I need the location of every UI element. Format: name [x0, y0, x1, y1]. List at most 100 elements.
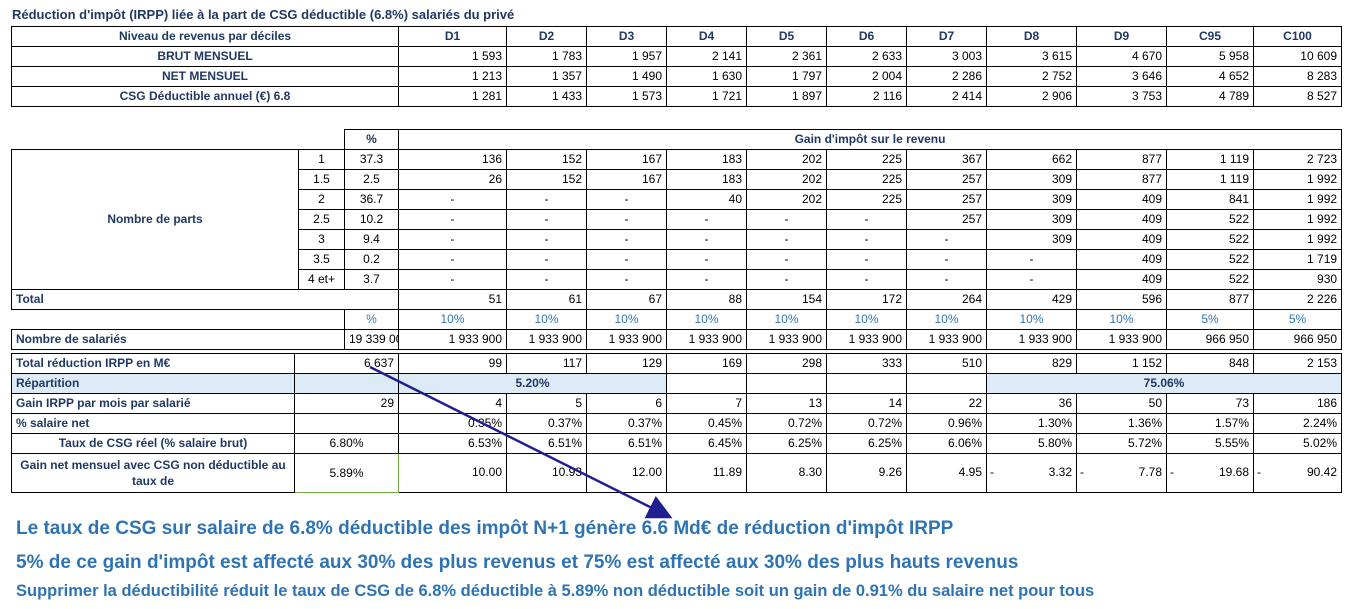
gain-cell: -	[398, 189, 507, 210]
table-row: CSG Déductible annuel (€) 6.8 1 281 1 433 1…	[11, 86, 1342, 107]
value-cell: 2 004	[826, 66, 907, 87]
total-cell: 172	[826, 289, 907, 310]
total-cell: 596	[1076, 289, 1167, 310]
gain-cell: 225	[826, 149, 907, 170]
table-row: 4 et+ 3.7- - - - - - - -409 522 930	[12, 269, 1343, 290]
value-cell: 1 630	[666, 66, 747, 87]
pct-cell: 10%	[398, 309, 507, 330]
parts-pct-cell: 36.7	[344, 189, 399, 210]
total-cell: 51	[398, 289, 507, 310]
gain-mois-cell: 6	[586, 393, 667, 414]
gain-mois-cell: 22	[906, 393, 987, 414]
gain-cell: -	[746, 269, 827, 290]
column-header: D2	[506, 26, 587, 47]
gain-mois-cell: 50	[1076, 393, 1167, 414]
gain-net-cell: - 90.42	[1253, 453, 1342, 493]
value-cell: 3 003	[906, 46, 987, 67]
repartition-high: 75.06%	[986, 373, 1342, 394]
gain-net-value: 10.00	[471, 465, 502, 479]
reduction-cell: 117	[506, 353, 587, 374]
gain-cell: 167	[586, 169, 667, 190]
gain-cell: -	[826, 209, 907, 230]
pct-cell: 10%	[746, 309, 827, 330]
gain-cell: 183	[666, 149, 747, 170]
taux-cell: 5.72%	[1076, 433, 1167, 454]
reduction-cell: 2 153	[1253, 353, 1342, 374]
taux-cell: 6.25%	[746, 433, 827, 454]
value-cell: 8 283	[1253, 66, 1342, 87]
value-cell: 1 721	[666, 86, 747, 107]
gain-cell: 409	[1076, 189, 1167, 210]
taux-cell: 6.53%	[398, 433, 507, 454]
gain-cell: 309	[986, 189, 1077, 210]
pct-net-cell: 0.45%	[666, 413, 747, 434]
gain-net-cell: 12.00	[586, 453, 667, 493]
pct-cell: 10%	[1076, 309, 1167, 330]
pct-net-cell: 0.37%	[586, 413, 667, 434]
value-cell: 1 490	[586, 66, 667, 87]
gain-cell: -	[506, 269, 587, 290]
pct-cell: 10%	[826, 309, 907, 330]
table-row: 1.5 2.5 26 152 167 183 202 225 257 309 877 1 119 1 9…	[12, 169, 1343, 190]
column-header: D9	[1076, 26, 1167, 47]
pct-cell: 10%	[906, 309, 987, 330]
pct-cell: 5%	[1252, 309, 1343, 330]
reduction-cell: 169	[666, 353, 747, 374]
total-cell: 429	[986, 289, 1077, 310]
gain-cell: 522	[1166, 229, 1254, 250]
taux-cell: 6.51%	[586, 433, 667, 454]
gain-net-value: 4.95	[958, 465, 982, 479]
nb-salaries-label: Nombre de salariés	[11, 329, 345, 350]
gain-cell: 1 992	[1252, 229, 1343, 250]
pct-cell: 5%	[1166, 309, 1254, 330]
reduction-cell: 510	[906, 353, 987, 374]
nb-salaries-cell: 1 933 900	[586, 329, 667, 350]
pct-header: %	[344, 309, 399, 330]
pct-net-cell: 0.72%	[746, 413, 827, 434]
gain-cell: 1 719	[1252, 249, 1343, 270]
pct-net-label: % salaire net	[11, 413, 295, 434]
column-header: D3	[586, 26, 667, 47]
total-cell: 67	[586, 289, 667, 310]
parts-table: % Gain d'impôt sur le revenu Nombre de p…	[11, 129, 1343, 350]
total-reduction-total: 6 637	[294, 353, 399, 374]
gain-net-cell: 4.95	[906, 453, 987, 493]
value-cell: 1 573	[586, 86, 667, 107]
total-cell: 877	[1166, 289, 1254, 310]
gain-net-value: 9.26	[878, 465, 902, 479]
taux-cell: 5.55%	[1166, 433, 1254, 454]
reduction-cell: 129	[586, 353, 667, 374]
row-label: CSG Déductible annuel (€) 6.8	[11, 86, 399, 107]
gain-cell: 1 992	[1252, 189, 1343, 210]
gain-mois-cell: 13	[746, 393, 827, 414]
gain-cell: -	[506, 229, 587, 250]
pct-net-cell: 0.72%	[826, 413, 907, 434]
taux-cell: 6.45%	[666, 433, 747, 454]
gain-net-cell: 8.30	[746, 453, 827, 493]
gain-cell: 662	[986, 149, 1077, 170]
gain-cell: -	[586, 229, 667, 250]
value-cell: 1 593	[398, 46, 507, 67]
table-row: 3.5 0.2- - - - - - - -409 522 1 719	[12, 249, 1343, 270]
gain-cell: -	[666, 269, 747, 290]
gain-net-cell: - 7.78	[1076, 453, 1167, 493]
parts-pct-cell: 37.3	[344, 149, 399, 170]
gain-cell: 167	[586, 149, 667, 170]
nb-salaries-cell: 1 933 900	[1076, 329, 1167, 350]
income-level-header: Niveau de revenus par déciles	[11, 26, 399, 47]
nb-salaries-cell: 1 933 900	[666, 329, 747, 350]
gain-cell: -	[586, 269, 667, 290]
gain-net-cell: - 3.32	[986, 453, 1077, 493]
gain-cell: -	[666, 209, 747, 230]
total-cell: 264	[906, 289, 987, 310]
total-cell: 88	[666, 289, 747, 310]
total-reduction-label: Total réduction IRPP en M€	[11, 353, 295, 374]
nb-salaries-total-cell: 19 339 000	[344, 329, 399, 350]
table-row: NET MENSUEL 1 213 1 357 1 490 1 630 1 797 2 00…	[11, 66, 1342, 87]
value-cell: 2 116	[826, 86, 907, 107]
repartition-label: Répartition	[11, 373, 295, 394]
value-cell: 2 414	[906, 86, 987, 107]
pct-net-cell: 2.24%	[1253, 413, 1342, 434]
parts-group-label: Nombre de parts	[11, 149, 299, 290]
pct-net-cell: 1.30%	[986, 413, 1077, 434]
